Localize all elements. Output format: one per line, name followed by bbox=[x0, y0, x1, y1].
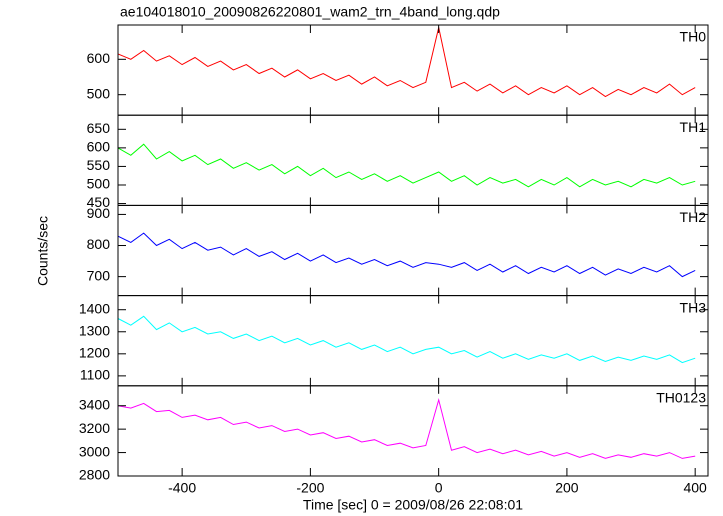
data-line bbox=[118, 315, 696, 364]
x-tick-label: -400 bbox=[168, 480, 196, 496]
series-label: TH0 bbox=[680, 29, 707, 45]
series-label: TH0123 bbox=[656, 390, 706, 406]
y-tick-label: 550 bbox=[87, 157, 111, 173]
y-tick-label: 600 bbox=[87, 139, 111, 155]
y-tick-label: 700 bbox=[87, 267, 111, 283]
y-tick-label: 1400 bbox=[79, 300, 110, 316]
x-tick-label: -200 bbox=[296, 480, 324, 496]
panel-frame bbox=[117, 385, 709, 477]
chart-title: ae104018010_20090826220801_wam2_trn_4ban… bbox=[120, 4, 500, 20]
panel-frame bbox=[117, 295, 709, 387]
y-tick-label: 800 bbox=[87, 236, 111, 252]
panel-frame bbox=[117, 204, 709, 297]
y-tick-label: 500 bbox=[87, 176, 111, 192]
y-tick-label: 1200 bbox=[79, 345, 110, 361]
y-tick-label: 1300 bbox=[79, 322, 110, 338]
y-tick-label: 2800 bbox=[79, 467, 110, 483]
panel-frame bbox=[117, 114, 709, 206]
data-line bbox=[118, 232, 696, 278]
x-tick-label: 200 bbox=[555, 480, 579, 496]
data-line bbox=[118, 27, 696, 98]
y-tick-label: 600 bbox=[87, 50, 111, 66]
y-tick-label: 3400 bbox=[79, 396, 110, 412]
series-label: TH1 bbox=[680, 119, 707, 135]
y-axis-label: Counts/sec bbox=[35, 216, 51, 286]
data-line bbox=[118, 397, 696, 459]
data-line bbox=[118, 143, 696, 188]
series-label: TH2 bbox=[680, 209, 707, 225]
x-axis-label: Time [sec] 0 = 2009/08/26 22:08:01 bbox=[303, 497, 523, 513]
panel-frame bbox=[117, 24, 709, 116]
y-tick-label: 1100 bbox=[80, 367, 110, 383]
y-tick-label: 500 bbox=[87, 85, 111, 101]
y-tick-label: 900 bbox=[87, 205, 111, 221]
y-tick-label: 650 bbox=[87, 120, 111, 136]
x-tick-label: 0 bbox=[435, 480, 443, 496]
y-tick-label: 3000 bbox=[79, 443, 110, 459]
x-tick-label: 400 bbox=[683, 480, 707, 496]
y-tick-label: 3200 bbox=[79, 420, 110, 436]
series-label: TH3 bbox=[680, 299, 707, 315]
y-tick-label: 450 bbox=[87, 194, 111, 210]
